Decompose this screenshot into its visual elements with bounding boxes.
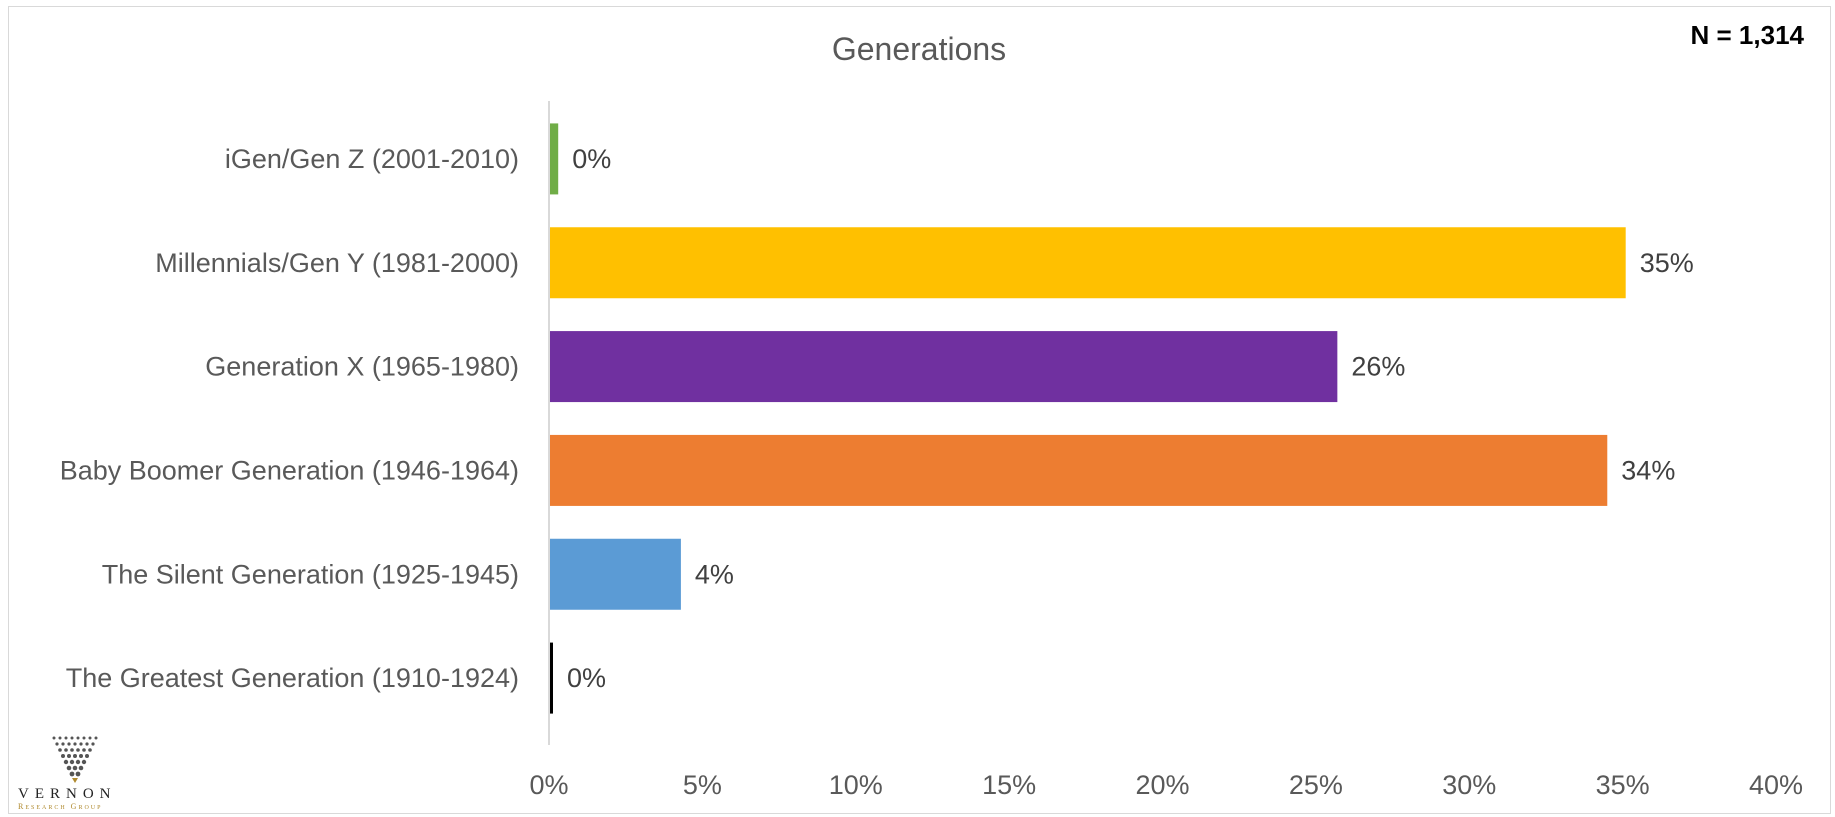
data-label-1: 35% xyxy=(1640,248,1694,278)
x-tick-label-0: 0% xyxy=(529,770,568,800)
bar-2 xyxy=(549,331,1338,403)
chart-title: Generations xyxy=(832,31,1006,67)
category-label-0: iGen/Gen Z (2001-2010) xyxy=(225,144,519,174)
data-label-2: 26% xyxy=(1351,352,1405,382)
category-label-4: The Silent Generation (1925-1945) xyxy=(102,559,519,589)
x-tick-label-8: 40% xyxy=(1749,770,1803,800)
data-label-0: 0% xyxy=(572,144,611,174)
category-labels: iGen/Gen Z (2001-2010) Millennials/Gen Y … xyxy=(60,144,519,693)
category-label-2: Generation X (1965-1980) xyxy=(205,352,519,382)
logo-subtitle: Research Group xyxy=(18,802,103,811)
x-tick-label-2: 10% xyxy=(829,770,883,800)
x-axis-ticks: 0% 5% 10% 15% 20% 25% 30% 35% 40% xyxy=(529,770,1803,800)
bar-0 xyxy=(549,123,559,195)
category-label-1: Millennials/Gen Y (1981-2000) xyxy=(155,248,519,278)
value-labels: 0% 35% 26% 34% 4% 0% xyxy=(567,144,1694,693)
data-label-3: 34% xyxy=(1621,455,1675,485)
bars-layer xyxy=(549,123,1626,714)
x-tick-label-7: 35% xyxy=(1596,770,1650,800)
data-label-5: 0% xyxy=(567,663,606,693)
data-label-4: 4% xyxy=(695,559,734,589)
x-tick-label-6: 30% xyxy=(1442,770,1496,800)
logo-wordmark: VERNON xyxy=(18,786,117,802)
bar-4 xyxy=(549,538,681,610)
bar-5 xyxy=(549,642,553,714)
x-tick-label-1: 5% xyxy=(683,770,722,800)
category-label-3: Baby Boomer Generation (1946-1964) xyxy=(60,455,519,485)
sample-size-label: N = 1,314 xyxy=(1691,20,1805,50)
chart-frame xyxy=(8,6,1831,814)
vernon-logo: VERNON Research Group xyxy=(8,734,138,814)
bar-1 xyxy=(549,227,1626,299)
x-tick-label-4: 20% xyxy=(1135,770,1189,800)
category-label-5: The Greatest Generation (1910-1924) xyxy=(66,663,519,693)
bar-3 xyxy=(549,434,1608,506)
logo-triangle-icon xyxy=(52,736,98,783)
x-tick-label-5: 25% xyxy=(1289,770,1343,800)
x-tick-label-3: 15% xyxy=(982,770,1036,800)
